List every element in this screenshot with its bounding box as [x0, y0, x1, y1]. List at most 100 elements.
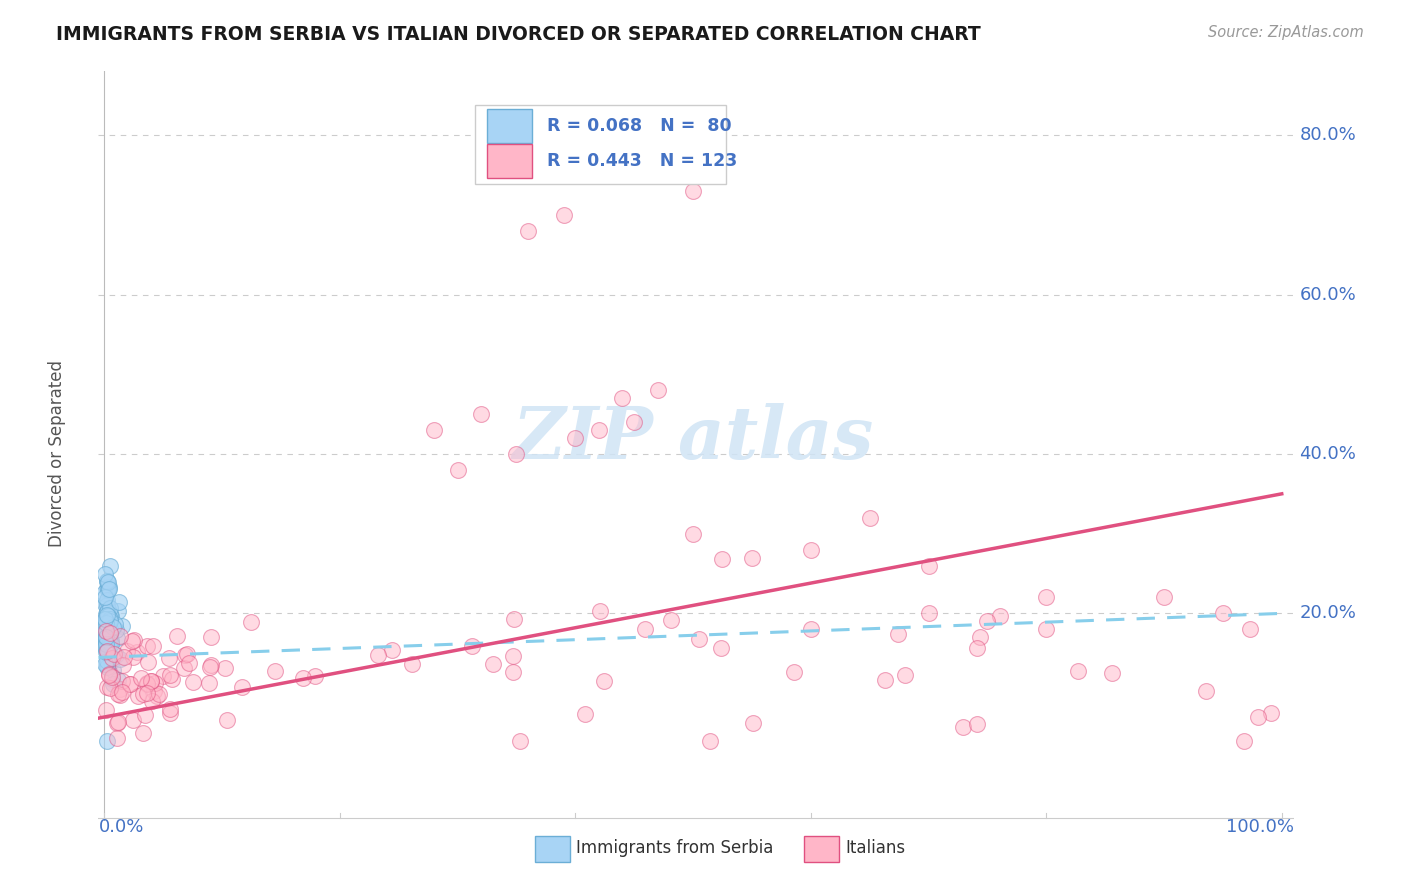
Point — [94, 624, 117, 639]
Point — [1260, 706, 1282, 721]
Point — [103, 620, 125, 634]
Point — [121, 633, 143, 648]
Point — [93, 631, 115, 645]
Point — [291, 671, 314, 685]
Point — [115, 644, 138, 658]
Point — [623, 415, 645, 429]
Point — [742, 716, 765, 731]
Point — [96, 640, 118, 655]
Point — [1101, 665, 1123, 680]
Text: R = 0.068   N =  80: R = 0.068 N = 80 — [547, 117, 731, 135]
Point — [97, 582, 120, 597]
Point — [553, 208, 575, 222]
Point — [688, 632, 710, 647]
Point — [96, 635, 118, 649]
FancyBboxPatch shape — [486, 145, 533, 178]
Text: R = 0.443   N = 123: R = 0.443 N = 123 — [547, 153, 737, 170]
Point — [574, 706, 596, 721]
Point — [589, 604, 612, 618]
Point — [97, 580, 120, 594]
Point — [94, 613, 117, 627]
Text: 80.0%: 80.0% — [1299, 126, 1357, 145]
Point — [94, 616, 117, 631]
Point — [96, 657, 118, 671]
Point — [160, 672, 183, 686]
Point — [122, 650, 145, 665]
Point — [94, 624, 117, 639]
Point — [142, 639, 165, 653]
Point — [1247, 710, 1270, 724]
Point — [100, 608, 122, 623]
Point — [264, 665, 287, 679]
Point — [93, 628, 115, 642]
Point — [917, 607, 939, 621]
FancyBboxPatch shape — [475, 105, 725, 184]
Point — [588, 423, 610, 437]
Point — [894, 667, 917, 681]
Point — [215, 713, 238, 727]
Point — [111, 674, 134, 689]
Point — [198, 676, 221, 690]
Point — [108, 681, 131, 696]
Point — [1212, 607, 1234, 621]
Point — [107, 673, 129, 688]
Point — [146, 689, 169, 703]
Point — [159, 702, 181, 716]
Text: 20.0%: 20.0% — [1299, 605, 1357, 623]
Point — [699, 734, 721, 748]
Point — [200, 657, 222, 672]
Point — [1035, 623, 1057, 637]
Point — [96, 598, 118, 612]
Point — [517, 224, 540, 238]
Text: Divorced or Separated: Divorced or Separated — [48, 360, 66, 548]
Point — [503, 612, 526, 626]
Point — [107, 687, 129, 701]
Point — [100, 634, 122, 648]
Point — [952, 720, 974, 734]
Text: Italians: Italians — [845, 839, 905, 857]
Point — [97, 641, 120, 656]
Point — [141, 694, 163, 708]
Point — [94, 632, 117, 647]
Point — [107, 604, 129, 618]
Point — [93, 618, 115, 632]
Point — [682, 184, 704, 198]
Point — [93, 598, 115, 612]
Point — [96, 581, 118, 595]
Point — [96, 630, 118, 644]
Point — [200, 631, 222, 645]
Point — [969, 630, 991, 644]
Point — [104, 648, 127, 662]
Point — [104, 617, 127, 632]
Point — [612, 391, 634, 405]
Text: ZIP atlas: ZIP atlas — [512, 402, 873, 474]
Point — [159, 668, 181, 682]
FancyBboxPatch shape — [804, 836, 839, 862]
Point — [800, 623, 823, 637]
Point — [97, 603, 120, 617]
Text: 40.0%: 40.0% — [1299, 445, 1357, 463]
Point — [509, 734, 531, 748]
Point — [647, 383, 669, 397]
Point — [634, 622, 657, 636]
Point — [659, 613, 682, 627]
Point — [304, 669, 326, 683]
Point — [94, 624, 117, 638]
Point — [152, 669, 174, 683]
Point — [142, 684, 165, 698]
Point — [94, 618, 117, 632]
Point — [139, 673, 162, 688]
FancyBboxPatch shape — [486, 109, 533, 143]
Point — [98, 615, 121, 629]
Point — [120, 677, 142, 691]
Point — [859, 510, 882, 524]
Point — [105, 631, 128, 645]
Point — [166, 630, 188, 644]
Text: 0.0%: 0.0% — [98, 818, 143, 836]
Point — [122, 632, 145, 647]
Point — [1035, 591, 1057, 605]
Point — [97, 646, 120, 660]
Point — [239, 615, 262, 629]
Point — [111, 685, 134, 699]
Point — [94, 591, 117, 605]
